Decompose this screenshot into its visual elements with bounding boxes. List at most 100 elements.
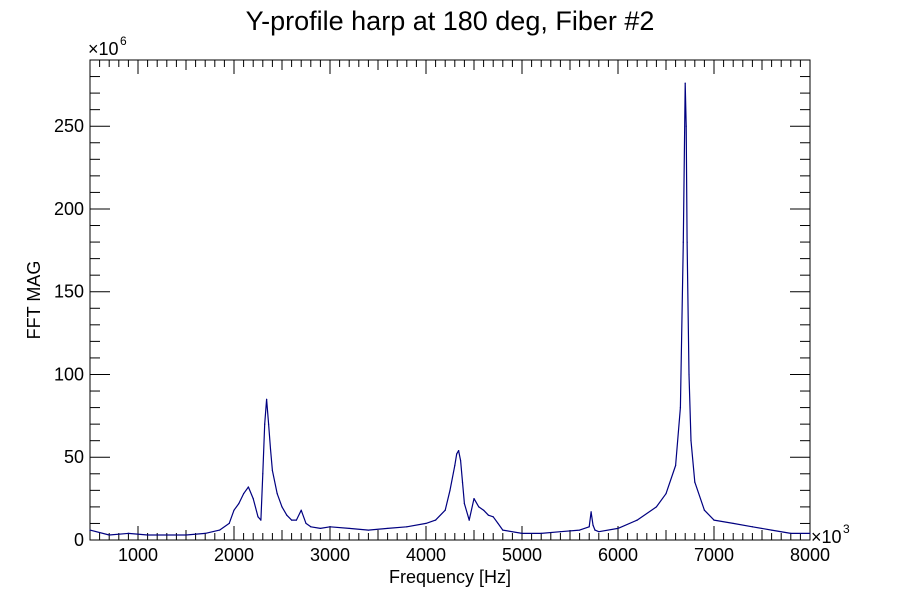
y-tick-label: 100 (54, 364, 84, 384)
fft-data-point (594, 529, 596, 531)
fft-data-point (468, 519, 470, 521)
fft-data-point (228, 522, 230, 525)
fft-data-point (166, 534, 168, 536)
fft-data-point (473, 498, 475, 500)
fft-data-point (310, 526, 312, 528)
series-layer (89, 82, 811, 536)
fft-data-point (592, 524, 594, 526)
fft-data-point (185, 534, 187, 536)
fft-data-point (483, 509, 485, 511)
fft-data-point (492, 516, 494, 518)
fft-data-point (540, 532, 542, 534)
fft-data-point (257, 516, 259, 518)
fft-data-point (147, 534, 149, 536)
y-axis-title: FFT MAG (24, 261, 44, 340)
fft-data-point (204, 532, 206, 534)
fft-data-point (598, 531, 600, 533)
fft-data-point (89, 529, 91, 531)
fft-data-point (295, 519, 297, 521)
fft-data-point (688, 373, 690, 376)
x-tick-label: 7000 (694, 545, 734, 565)
y-multiplier-exponent: 6 (120, 34, 127, 48)
fft-data-point (675, 464, 677, 467)
fft-data-point (387, 527, 389, 530)
fft-data-point (262, 473, 264, 475)
fft-data-point (679, 406, 682, 409)
fft-data-point (348, 527, 350, 530)
fft-data-point (636, 519, 638, 521)
fft-data-point (751, 526, 754, 528)
fft-data-point (665, 493, 667, 495)
fft-data-point (264, 423, 266, 425)
fft-data-point (233, 509, 235, 511)
x-tick-label: 5000 (502, 545, 542, 565)
fft-data-point (319, 527, 321, 530)
x-tick-label: 4000 (406, 545, 446, 565)
y-tick-label: 250 (54, 116, 84, 136)
fft-data-point (406, 526, 408, 528)
fft-data-point (521, 532, 523, 534)
fft-data-point (713, 519, 715, 521)
x-tick-label: 3000 (310, 545, 350, 565)
fft-data-point (463, 502, 465, 505)
fft-data-point (502, 529, 504, 531)
fft-data-point (266, 398, 268, 400)
fft-data-point (459, 459, 462, 462)
fft-data-point (559, 531, 562, 533)
chart-title: Y-profile harp at 180 deg, Fiber #2 (246, 6, 655, 36)
fft-data-point (219, 529, 221, 531)
x-multiplier-label: ×10 (811, 527, 842, 547)
fft-data-point (367, 529, 369, 531)
fft-data-point (260, 519, 262, 521)
fft-data-point (425, 522, 427, 525)
fft-data-point (487, 514, 489, 516)
fft-data-point (127, 532, 129, 534)
fft-data-point (276, 493, 278, 495)
fft-data-point (617, 527, 619, 530)
fft-data-point (461, 481, 464, 483)
fft-data-point (684, 82, 686, 84)
plot-frame (89, 59, 811, 541)
x-tick-label: 8000 (790, 545, 830, 565)
x-tick-label: 6000 (598, 545, 638, 565)
fft-data-point (271, 469, 273, 472)
fft-data-point (771, 529, 773, 531)
fft-data-point (732, 522, 734, 525)
x-axis-title: Frequency [Hz] (389, 567, 511, 587)
fft-data-point (685, 125, 687, 127)
fft-data-point (588, 526, 590, 528)
fft-data-point (458, 450, 460, 452)
fft-data-point (108, 534, 110, 536)
fft-data-point (809, 532, 811, 534)
fft-data-point (590, 511, 592, 513)
fft-data-point (243, 493, 245, 495)
fft-data-point (478, 506, 480, 508)
fft-data-point (449, 489, 451, 491)
x-axis-ticks: 1000 2000 3000 4000 5000 6000 7000 8000 (89, 60, 830, 565)
y-tick-label: 50 (64, 447, 84, 467)
y-tick-label: 150 (54, 282, 84, 302)
fft-data-point (329, 526, 331, 528)
y-axis-ticks: 0 50 100 150 200 250 (54, 59, 810, 550)
fft-data-point (682, 241, 684, 243)
fft-data-point (300, 509, 302, 511)
fft-data-point (686, 241, 688, 243)
fft-data-point (435, 519, 437, 521)
fft-data-point (252, 498, 254, 500)
fft-data-point (267, 423, 270, 425)
fft-data-point (238, 502, 240, 505)
y-multiplier-label: ×10 (88, 39, 119, 59)
fft-data-point (456, 453, 458, 455)
fft-data-point (454, 464, 456, 467)
x-multiplier-exponent: 3 (843, 522, 850, 536)
fft-data-point (703, 509, 706, 511)
fft-data-point (579, 529, 581, 531)
fft-data-point (655, 506, 658, 508)
fft-data-point (694, 481, 696, 483)
fft-data-point (305, 522, 307, 525)
fft-data-point (444, 509, 446, 511)
fft-data-point (247, 486, 249, 488)
x-tick-label: 2000 (214, 545, 254, 565)
